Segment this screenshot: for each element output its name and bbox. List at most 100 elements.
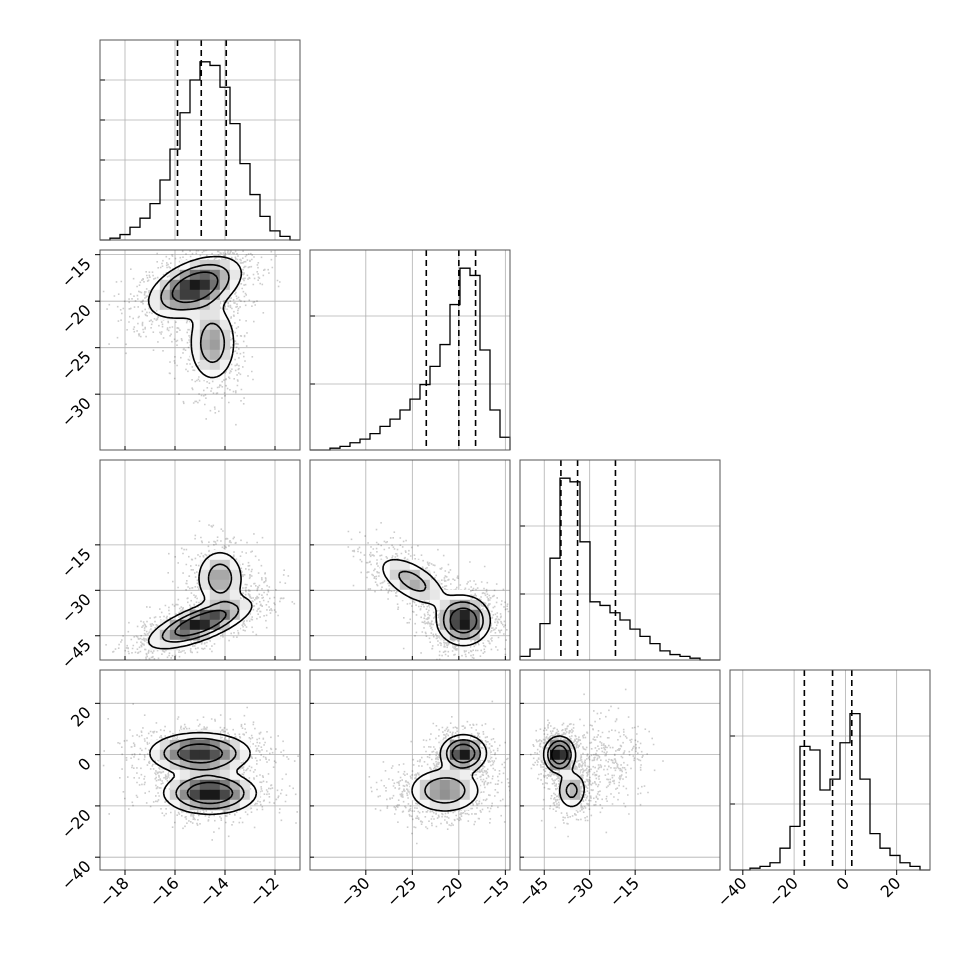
density-cell bbox=[209, 289, 221, 301]
density-cell bbox=[189, 619, 201, 631]
density-cell bbox=[179, 639, 191, 651]
density-cell bbox=[209, 749, 221, 761]
density-cell bbox=[409, 579, 421, 591]
hist-panel-3 bbox=[729, 669, 931, 871]
density-cell bbox=[209, 319, 221, 331]
density-cell bbox=[229, 759, 241, 771]
density-cell bbox=[449, 619, 461, 631]
density-cell bbox=[199, 759, 211, 771]
density-cell bbox=[209, 789, 221, 801]
density-cell bbox=[199, 619, 211, 631]
panel-frame bbox=[99, 459, 301, 661]
density-cell bbox=[419, 789, 431, 801]
density-cell bbox=[409, 779, 421, 791]
density-cell bbox=[559, 789, 571, 801]
density-cell bbox=[169, 269, 181, 281]
x-tick-label: −30 bbox=[560, 873, 597, 910]
density-cell bbox=[229, 559, 241, 571]
density-cell bbox=[169, 759, 181, 771]
contour-level-2 bbox=[449, 607, 478, 634]
contour-level-1 bbox=[547, 740, 578, 798]
density-cell bbox=[429, 599, 441, 611]
density-cell bbox=[159, 629, 171, 641]
density-cell bbox=[449, 599, 461, 611]
density-cell bbox=[469, 759, 481, 771]
contour-level-1 bbox=[160, 263, 230, 364]
density-cell bbox=[459, 779, 471, 791]
contour-level-2 bbox=[174, 609, 227, 637]
density-cell bbox=[209, 579, 221, 591]
density-cell bbox=[469, 779, 481, 791]
density-cell bbox=[179, 279, 191, 291]
density-cell bbox=[209, 279, 221, 291]
density-cell bbox=[199, 599, 211, 611]
density-cell bbox=[479, 609, 491, 621]
density-cell bbox=[189, 609, 201, 621]
density-cell bbox=[189, 749, 201, 761]
x-tick-label: −16 bbox=[146, 873, 183, 910]
density-cell bbox=[219, 599, 231, 611]
density-cell bbox=[189, 349, 201, 361]
y-tick-label: 0 bbox=[74, 754, 95, 775]
y-tick-label: −15 bbox=[58, 544, 95, 581]
density-cell bbox=[159, 619, 171, 631]
y-tick-label: −25 bbox=[58, 347, 95, 384]
joint-panel-3-0 bbox=[99, 669, 301, 871]
density-cell bbox=[459, 749, 471, 761]
histogram-step-1 bbox=[310, 267, 511, 451]
histogram-step-3 bbox=[730, 712, 930, 871]
density-cell bbox=[229, 769, 241, 781]
density-cell bbox=[229, 779, 241, 791]
density-cell bbox=[459, 619, 471, 631]
density-cell bbox=[459, 799, 471, 811]
density-cell bbox=[199, 799, 211, 811]
panel-frame bbox=[309, 669, 511, 871]
density-cell bbox=[229, 589, 241, 601]
density-cell bbox=[169, 799, 181, 811]
density-cell bbox=[209, 609, 221, 621]
density-cell bbox=[219, 589, 231, 601]
x-tick-label: −20 bbox=[765, 873, 802, 910]
x-tick-label: −14 bbox=[196, 873, 233, 910]
density-cell bbox=[449, 629, 461, 641]
density-cell bbox=[439, 599, 451, 611]
density-cell bbox=[209, 549, 221, 561]
density-cell bbox=[209, 779, 221, 791]
density-cell bbox=[229, 789, 241, 801]
density-cell bbox=[179, 269, 191, 281]
density-cell bbox=[219, 579, 231, 591]
density-cell bbox=[209, 769, 221, 781]
density-cell bbox=[459, 599, 471, 611]
density-cell bbox=[219, 289, 231, 301]
density-cell bbox=[209, 349, 221, 361]
density-cell bbox=[179, 619, 191, 631]
x-tick-label: −15 bbox=[476, 873, 513, 910]
contour-level-0 bbox=[149, 731, 258, 816]
density-cell bbox=[189, 259, 201, 271]
density-cell bbox=[229, 579, 241, 591]
density-cell bbox=[479, 619, 491, 631]
density-cell bbox=[449, 799, 461, 811]
x-tick-label: −20 bbox=[429, 873, 466, 910]
density-cell bbox=[409, 589, 421, 601]
histogram-step-2 bbox=[519, 477, 720, 661]
density-cell bbox=[169, 749, 181, 761]
density-cell bbox=[159, 759, 171, 771]
density-cell bbox=[219, 279, 231, 291]
panel-frame bbox=[99, 249, 301, 451]
density-cell bbox=[429, 779, 441, 791]
contour-level-1 bbox=[163, 737, 245, 810]
density-cell bbox=[189, 329, 201, 341]
density-cell bbox=[549, 749, 561, 761]
density-cell bbox=[559, 769, 571, 781]
density-cell bbox=[459, 789, 471, 801]
density-cell bbox=[199, 349, 211, 361]
density-cell bbox=[189, 759, 201, 771]
density-cell bbox=[439, 799, 451, 811]
density-cell bbox=[159, 289, 171, 301]
density-cell bbox=[219, 329, 231, 341]
y-tick-label: −45 bbox=[58, 635, 95, 672]
joint-panel-3-1 bbox=[309, 669, 511, 871]
y-tick-label: −30 bbox=[58, 394, 95, 431]
density-cell bbox=[479, 749, 491, 761]
